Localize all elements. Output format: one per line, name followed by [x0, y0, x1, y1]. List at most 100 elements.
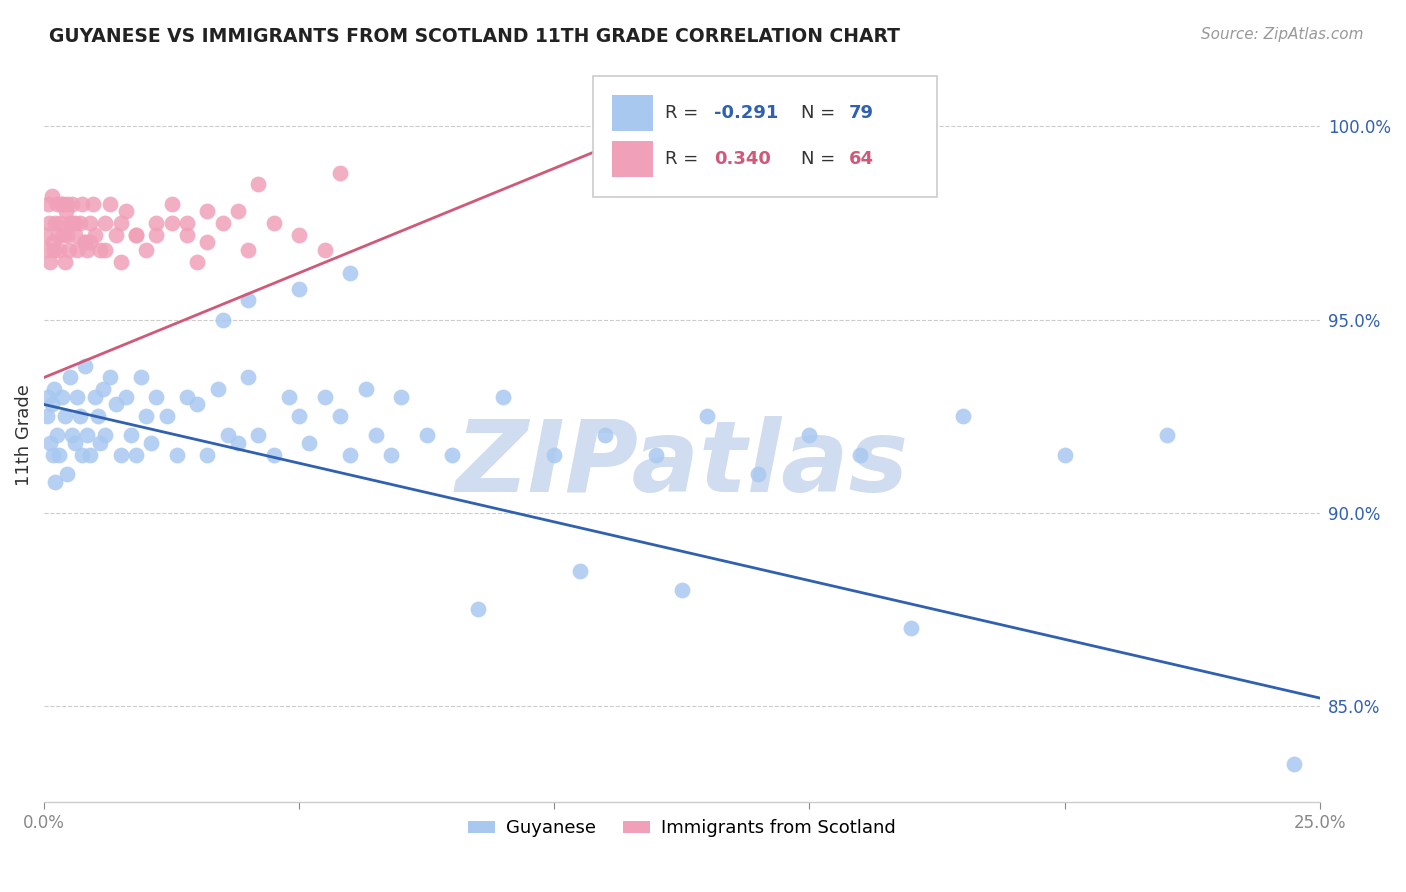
Point	[66, 390, 89, 404]
Point	[288, 282, 311, 296]
Point	[799, 428, 821, 442]
Point	[568, 564, 591, 578]
Point	[41, 397, 63, 411]
Point	[51, 390, 73, 404]
Point	[52, 227, 75, 242]
Point	[44, 382, 66, 396]
Point	[44, 216, 66, 230]
Point	[100, 196, 122, 211]
Point	[595, 428, 617, 442]
Point	[135, 409, 157, 423]
Point	[145, 216, 167, 230]
Point	[73, 235, 96, 250]
Point	[100, 370, 122, 384]
Point	[207, 382, 229, 396]
Point	[226, 204, 249, 219]
Point	[51, 196, 73, 211]
Point	[467, 602, 489, 616]
Point	[145, 390, 167, 404]
Point	[49, 216, 72, 230]
Point	[76, 428, 98, 442]
Point	[94, 216, 117, 230]
Point	[58, 243, 80, 257]
Point	[79, 448, 101, 462]
Point	[63, 436, 86, 450]
Point	[247, 178, 270, 192]
Point	[952, 409, 974, 423]
Point	[543, 448, 565, 462]
Point	[69, 409, 91, 423]
Point	[441, 448, 464, 462]
Point	[389, 390, 412, 404]
Point	[329, 409, 352, 423]
Point	[247, 428, 270, 442]
Text: ZIPatlas: ZIPatlas	[456, 417, 908, 513]
Point	[339, 266, 361, 280]
Point	[314, 243, 336, 257]
Point	[645, 448, 668, 462]
Point	[51, 196, 73, 211]
Point	[60, 196, 83, 211]
Point	[380, 448, 402, 462]
Point	[211, 312, 233, 326]
Point	[238, 293, 260, 308]
Point	[125, 448, 148, 462]
Point	[59, 370, 82, 384]
Point	[59, 216, 82, 230]
Point	[747, 467, 769, 481]
Text: R =: R =	[665, 103, 704, 121]
Point	[129, 370, 152, 384]
Y-axis label: 11th Grade: 11th Grade	[15, 384, 32, 486]
Point	[298, 436, 321, 450]
Point	[186, 397, 208, 411]
Point	[120, 428, 142, 442]
Point	[110, 216, 132, 230]
Point	[238, 370, 260, 384]
Point	[217, 428, 239, 442]
Point	[82, 196, 104, 211]
Point	[186, 254, 208, 268]
Point	[44, 475, 66, 489]
Point	[63, 216, 86, 230]
Point	[79, 235, 101, 250]
Point	[35, 409, 58, 423]
Point	[1282, 756, 1305, 771]
Point	[211, 216, 233, 230]
Point	[39, 254, 62, 268]
Point	[314, 390, 336, 404]
Text: R =: R =	[665, 150, 704, 168]
Point	[104, 397, 127, 411]
FancyBboxPatch shape	[612, 141, 652, 177]
Point	[288, 227, 311, 242]
FancyBboxPatch shape	[612, 95, 652, 130]
Point	[195, 235, 218, 250]
Point	[166, 448, 188, 462]
Point	[55, 204, 77, 219]
Point	[84, 227, 107, 242]
Point	[238, 243, 260, 257]
Point	[66, 243, 89, 257]
Point	[288, 409, 311, 423]
Point	[89, 243, 111, 257]
Point	[263, 448, 285, 462]
Text: N =: N =	[800, 150, 841, 168]
Point	[48, 243, 70, 257]
Point	[76, 243, 98, 257]
Point	[110, 254, 132, 268]
Point	[72, 196, 94, 211]
Point	[73, 235, 96, 250]
Point	[1156, 428, 1178, 442]
Point	[671, 582, 693, 597]
Point	[135, 243, 157, 257]
Text: -0.291: -0.291	[714, 103, 778, 121]
Point	[84, 390, 107, 404]
Point	[195, 448, 218, 462]
Text: GUYANESE VS IMMIGRANTS FROM SCOTLAND 11TH GRADE CORRELATION CHART: GUYANESE VS IMMIGRANTS FROM SCOTLAND 11T…	[49, 27, 900, 45]
Point	[35, 243, 58, 257]
Point	[63, 227, 86, 242]
Point	[56, 227, 79, 242]
Point	[48, 448, 70, 462]
Point	[110, 448, 132, 462]
Point	[492, 390, 515, 404]
Legend: Guyanese, Immigrants from Scotland: Guyanese, Immigrants from Scotland	[461, 812, 903, 845]
